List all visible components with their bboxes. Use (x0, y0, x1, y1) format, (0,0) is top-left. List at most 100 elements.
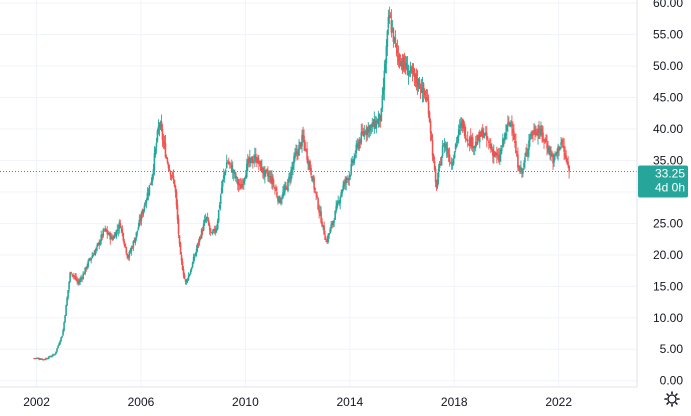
candle-body (296, 151, 298, 153)
candle-body (138, 219, 141, 227)
candle-body (137, 227, 140, 230)
time-tick-label: 2006 (128, 395, 155, 409)
candle-body (348, 175, 351, 181)
candle-body (476, 135, 479, 144)
candle-body (127, 256, 130, 258)
candle-body (426, 97, 429, 101)
candle-body (470, 137, 473, 147)
candle-body (134, 237, 137, 244)
candle-body (125, 247, 128, 254)
time-axis[interactable]: 2002 2006 2010 2014 2018 2022 (23, 395, 572, 409)
candle-body (144, 204, 147, 206)
candle-body (551, 153, 553, 157)
candle-body (261, 166, 263, 172)
candle-body (564, 153, 566, 156)
candle-body (161, 128, 164, 140)
candle-body (457, 129, 460, 137)
candle-body (225, 162, 228, 169)
candle-body (253, 160, 255, 162)
candle-body (198, 237, 201, 242)
candle-body (501, 148, 503, 151)
candle-body (181, 261, 184, 270)
candle-body (216, 220, 219, 230)
candle-body (507, 123, 509, 125)
candle-body (385, 46, 388, 64)
candle-body (389, 15, 392, 19)
candle-body (341, 189, 343, 194)
candle-body (201, 230, 204, 232)
candle-body (500, 149, 502, 155)
candle-body (197, 242, 200, 244)
candle-body (327, 234, 329, 243)
candle-body (347, 178, 350, 181)
candle-body (363, 130, 366, 137)
candle-body (499, 154, 501, 162)
candle-body (133, 241, 136, 243)
candle-body (322, 224, 324, 226)
candle-body (354, 155, 357, 157)
candle-body (563, 146, 565, 153)
candle-body (146, 192, 149, 200)
candle-body (193, 256, 196, 258)
candle-body (208, 225, 211, 230)
candle-body (319, 211, 321, 212)
candle-body (294, 154, 296, 159)
candle-body (92, 254, 94, 257)
candle-body (44, 359, 46, 361)
candle-body (388, 15, 391, 18)
candle-body (431, 140, 434, 157)
candle-body (289, 177, 291, 179)
candle-body (358, 141, 361, 149)
candle-body (301, 135, 303, 147)
candle-body (41, 358, 43, 360)
candle-body (281, 198, 283, 200)
candle-body (425, 97, 428, 99)
candle-body (472, 147, 475, 148)
candle-body (386, 30, 389, 47)
time-tick-label: 2018 (441, 395, 468, 409)
candle-body (207, 219, 210, 225)
candle-body (285, 185, 287, 187)
candle-body (162, 140, 165, 143)
candle-body (310, 167, 312, 176)
candle-body (424, 97, 427, 100)
candle-body (406, 65, 409, 76)
candle-body (241, 183, 244, 185)
candle-body (299, 142, 301, 145)
candle-body (47, 358, 49, 360)
candle-body (62, 330, 64, 336)
candle-body (395, 44, 398, 48)
candle-body (329, 228, 331, 234)
candle-body (344, 182, 347, 183)
candle-body (171, 174, 174, 176)
candle-body (121, 228, 124, 233)
candle-body (454, 144, 457, 150)
candle-body (104, 228, 107, 230)
candle-body (279, 197, 281, 204)
candle-body (383, 70, 386, 90)
candle-body (526, 151, 528, 153)
candle-body (58, 343, 60, 346)
candle-body (359, 139, 362, 144)
candle-body (513, 131, 515, 140)
candle-body (257, 157, 259, 163)
candle-body (548, 147, 550, 153)
candle-body (210, 232, 213, 234)
candle-body (482, 135, 485, 138)
candle-body (559, 147, 561, 150)
candle-body (199, 237, 202, 239)
candle-body (434, 168, 437, 183)
candle-body (298, 145, 300, 156)
candle-body (449, 162, 452, 164)
candle-body (182, 269, 185, 276)
candle-body (82, 273, 84, 280)
candle-body (495, 153, 497, 156)
candle-body (444, 143, 447, 148)
candle-body (308, 162, 310, 166)
settings-gear-icon[interactable] (664, 391, 680, 407)
candle-body (214, 229, 217, 233)
candle-body (93, 254, 95, 255)
candle-body (100, 234, 103, 241)
candle-body (366, 127, 369, 136)
